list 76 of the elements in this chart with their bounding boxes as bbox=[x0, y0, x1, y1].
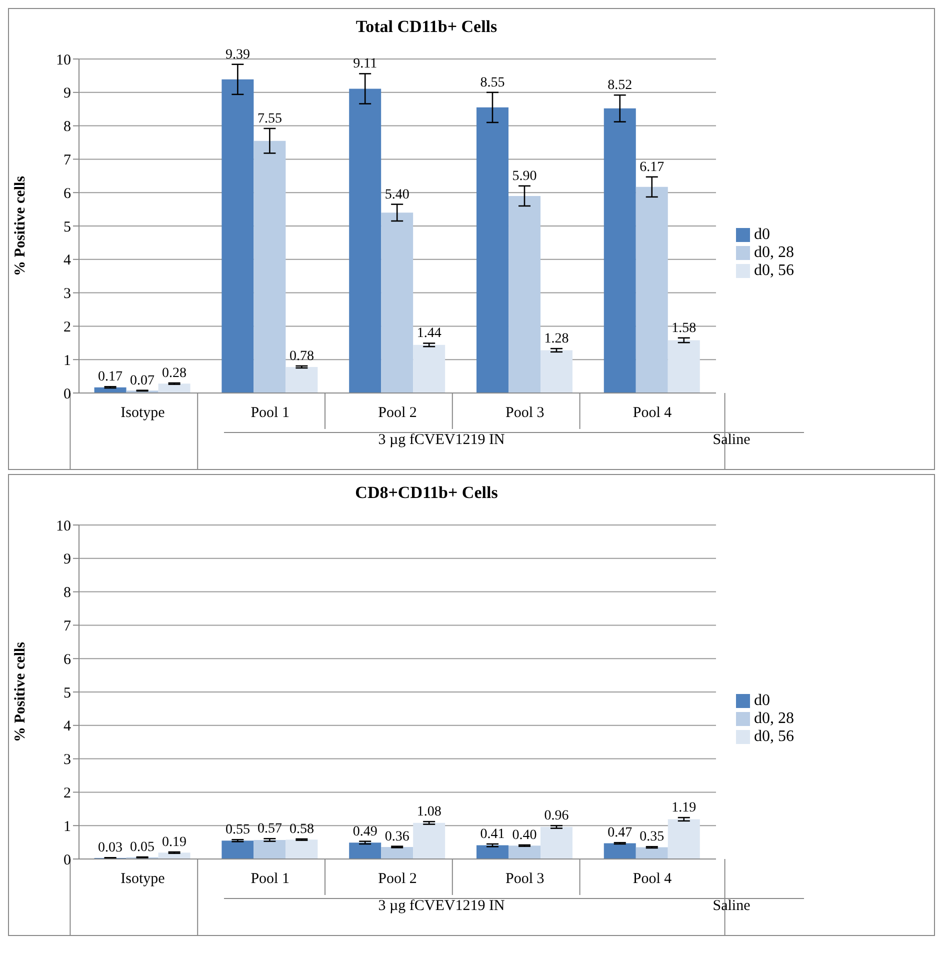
legend-label: d0, 28 bbox=[754, 710, 794, 727]
y-tick-label: 1 bbox=[64, 352, 71, 369]
data-label: 1.08 bbox=[416, 804, 442, 820]
legend-label: d0, 56 bbox=[754, 262, 794, 279]
y-tick-label: 3 bbox=[64, 752, 71, 768]
x-tick-label: Pool 1 bbox=[250, 405, 290, 421]
y-tick-label: 8 bbox=[64, 119, 71, 136]
data-label: 6.17 bbox=[640, 160, 664, 175]
chart-title: Total CD11b+ Cells bbox=[354, 16, 498, 37]
y-tick-label: 8 bbox=[64, 585, 71, 602]
y-tick-label: 3 bbox=[64, 286, 71, 302]
chart-title: CD8+CD11b+ Cells bbox=[354, 482, 499, 503]
text: Saline bbox=[712, 898, 752, 915]
text: Saline bbox=[712, 432, 752, 449]
y-tick-label: 6 bbox=[64, 652, 72, 668]
data-label: 0.36 bbox=[384, 829, 410, 844]
data-label: 0.57 bbox=[257, 822, 282, 837]
y-tick-label: 0 bbox=[64, 386, 71, 402]
data-label: 9.39 bbox=[225, 47, 250, 62]
x-tick-label: Pool 4 bbox=[632, 405, 672, 421]
data-label: 9.11 bbox=[353, 56, 378, 72]
y-axis-title: % Positive cells bbox=[12, 176, 28, 276]
data-label: 0.78 bbox=[289, 348, 314, 364]
data-label: 0.19 bbox=[162, 834, 187, 850]
data-label: 1.44 bbox=[416, 326, 442, 342]
data-label: 0.49 bbox=[352, 824, 378, 840]
y-tick-label: 5 bbox=[64, 685, 71, 702]
data-label: 1.19 bbox=[672, 800, 696, 816]
text: 3 µg fCVEV1219 IN bbox=[377, 432, 506, 449]
data-label: 0.35 bbox=[640, 830, 664, 845]
x-tick-label: Pool 2 bbox=[378, 405, 417, 421]
text: 3 µg fCVEV1219 IN bbox=[377, 898, 506, 915]
x-tick-label: Pool 1 bbox=[250, 871, 290, 887]
x-tick-label: Pool 4 bbox=[632, 871, 672, 887]
data-label: 5.90 bbox=[512, 168, 537, 184]
data-label: 0.03 bbox=[98, 840, 123, 856]
y-tick-label: 2 bbox=[64, 786, 71, 802]
y-tick-label: 7 bbox=[64, 618, 72, 635]
data-label: 0.41 bbox=[480, 826, 505, 842]
data-label: 0.17 bbox=[98, 370, 123, 385]
x-tick-label: Pool 3 bbox=[506, 871, 544, 887]
y-tick-label: 9 bbox=[64, 552, 71, 568]
y-tick-label: 5 bbox=[64, 219, 71, 236]
y-tick-label: 4 bbox=[64, 252, 72, 269]
legend-label: d0, 28 bbox=[754, 244, 794, 261]
x-tick-label: Isotype bbox=[120, 405, 166, 421]
legend-label: d0 bbox=[754, 226, 770, 243]
x-tick-label: Isotype bbox=[120, 871, 166, 887]
data-label: 0.07 bbox=[130, 373, 155, 388]
legend-label: d0, 56 bbox=[754, 728, 794, 745]
y-axis-title: % Positive cells bbox=[12, 642, 28, 742]
data-label: 1.28 bbox=[544, 332, 569, 347]
x-tick-label: Pool 3 bbox=[506, 405, 544, 421]
y-tick-label: 9 bbox=[64, 86, 71, 102]
y-tick-label: 4 bbox=[64, 718, 72, 735]
legend-label: d0 bbox=[754, 692, 770, 709]
y-tick-label: 0 bbox=[64, 852, 71, 868]
data-label: 0.47 bbox=[608, 826, 632, 841]
data-label: 0.96 bbox=[544, 808, 569, 824]
data-label: 0.40 bbox=[512, 828, 537, 843]
data-label: 0.05 bbox=[130, 840, 155, 855]
x-tick-label: Pool 2 bbox=[378, 871, 417, 887]
data-label: 0.28 bbox=[162, 366, 187, 381]
y-tick-label: 2 bbox=[64, 320, 71, 336]
data-label: 1.58 bbox=[672, 320, 696, 336]
data-label: 7.55 bbox=[257, 111, 282, 126]
y-tick-label: 7 bbox=[64, 152, 72, 169]
y-tick-label: 1 bbox=[64, 818, 71, 835]
y-tick-label: 10 bbox=[56, 52, 71, 68]
data-label: 0.55 bbox=[225, 822, 250, 838]
data-label: 0.58 bbox=[289, 822, 314, 837]
data-label: 8.52 bbox=[608, 78, 632, 94]
data-label: 5.40 bbox=[384, 187, 410, 202]
data-label: 8.55 bbox=[480, 75, 505, 90]
y-tick-label: 10 bbox=[56, 518, 71, 534]
y-tick-label: 6 bbox=[64, 186, 72, 202]
